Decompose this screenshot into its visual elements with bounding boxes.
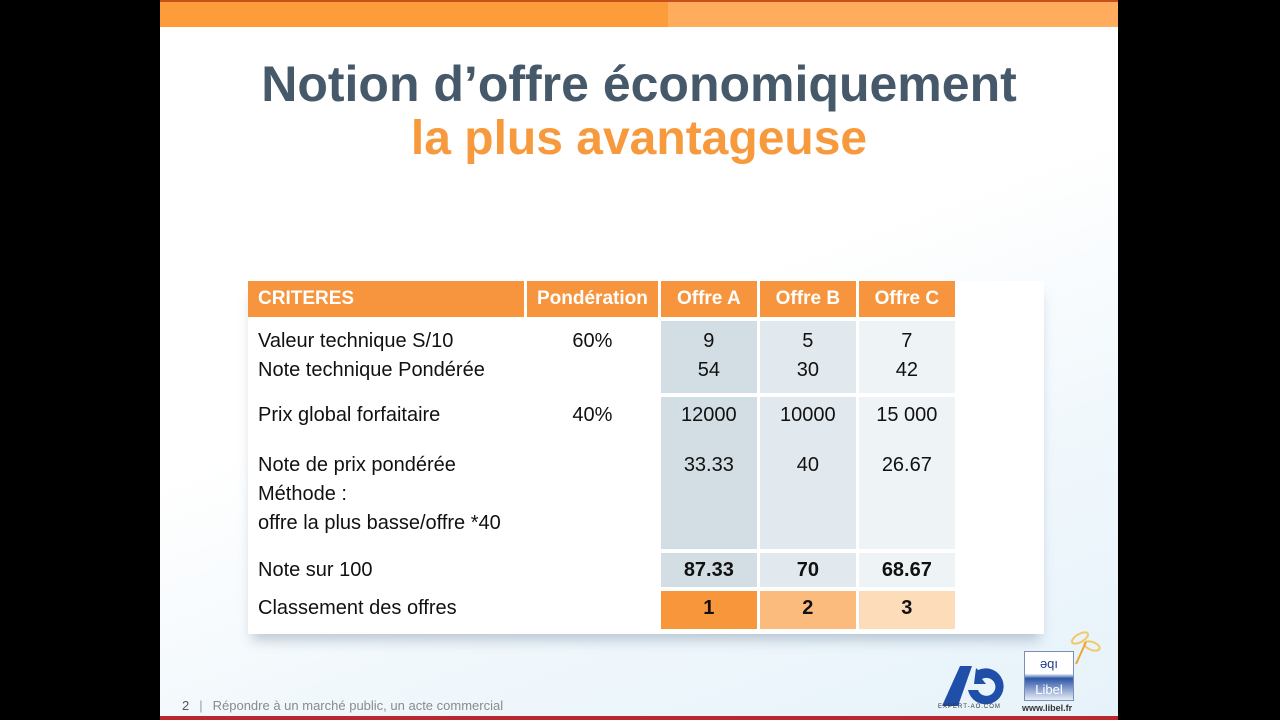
cell-offre-c: 7 42: [858, 321, 955, 393]
top-accent-bar: [160, 0, 1118, 27]
row-label: Note sur 100: [258, 559, 373, 581]
row-weight: [527, 553, 658, 587]
value: 30: [796, 359, 819, 381]
footer-text: Répondre à un marché public, un acte com…: [212, 698, 504, 713]
table-header-row: CRITERES Pondération Offre A Offre B Off…: [248, 281, 955, 317]
row-weight: 40%: [572, 404, 613, 426]
cell-offre-a: 12000: [660, 397, 757, 451]
cell-offre-c: 26.67: [858, 451, 955, 549]
value: 42: [895, 359, 918, 381]
slide-title-line1: Notion d’offre économiquement: [261, 56, 1017, 112]
rank-offre-a: 1: [660, 591, 757, 629]
label-line: Note technique Pondérée: [258, 359, 485, 381]
value: 5: [802, 330, 814, 352]
header-criteres: CRITERES: [248, 281, 524, 317]
table-row-note-totale: Note sur 100 87.33 70 68.67: [248, 553, 955, 587]
cell-offre-b: 10000: [759, 397, 856, 451]
criteria-table: CRITERES Pondération Offre A Offre B Off…: [245, 281, 958, 629]
top-bar-segment-left: [160, 2, 668, 27]
table-row-note-prix: Note de prix pondérée Méthode : offre la…: [248, 451, 955, 549]
slide-title-line2: la plus avantageuse: [410, 112, 868, 165]
header-offre-c: Offre C: [858, 281, 955, 317]
row-weight: [527, 591, 658, 629]
dragonfly-icon: [1070, 631, 1101, 665]
cell-offre-a: 33.33: [660, 451, 757, 549]
header-offre-a: Offre A: [660, 281, 757, 317]
label-line: Valeur technique S/10: [258, 330, 454, 352]
libel-url: www.libel.fr: [1022, 703, 1073, 713]
expert-ao-text: EXPERT-AO.COM: [938, 704, 1001, 710]
table-row-technique: Valeur technique S/10 Note technique Pon…: [248, 321, 955, 393]
value: 7: [901, 330, 913, 352]
cell-offre-b: 5 30: [759, 321, 856, 393]
value: 54: [697, 359, 720, 381]
cell-offre-b: 70: [759, 553, 856, 587]
cell-offre-b: 40: [759, 451, 856, 549]
libel-logo-bottom: Libel: [1035, 682, 1063, 697]
slide-footer: 2 | Répondre à un marché public, un acte c…: [182, 698, 503, 713]
cell-offre-a: 87.33: [660, 553, 757, 587]
cell-offre-c: 15 000: [858, 397, 955, 451]
label-line: Méthode :: [258, 483, 347, 505]
expert-ao-logo-icon: [942, 666, 1004, 706]
criteria-table-container: CRITERES Pondération Offre A Offre B Off…: [248, 281, 1044, 634]
label-line: Note de prix pondérée: [258, 454, 456, 476]
cell-offre-c: 68.67: [858, 553, 955, 587]
libel-logo-top: ǝqı: [1039, 656, 1059, 671]
row-label: Classement des offres: [258, 597, 457, 619]
table-row-classement: Classement des offres 1 2 3: [248, 591, 955, 629]
label-line: offre la plus basse/offre *40: [258, 512, 501, 534]
cell-offre-a: 9 54: [660, 321, 757, 393]
header-ponderation: Pondération: [527, 281, 658, 317]
row-weight: 60%: [572, 330, 613, 352]
libel-logo-icon: ǝqı Libel: [1024, 651, 1074, 701]
table-row-prix: Prix global forfaitaire 40% 12000 10000 …: [248, 397, 955, 451]
rank-offre-b: 2: [759, 591, 856, 629]
value: 9: [703, 330, 715, 352]
row-label: Prix global forfaitaire: [258, 404, 441, 426]
row-weight: [527, 451, 658, 549]
bottom-accent-line: [160, 716, 1118, 720]
slide: Notion d’offre économiquement la plus av…: [160, 0, 1118, 720]
header-offre-b: Offre B: [759, 281, 856, 317]
row-label: Note de prix pondérée Méthode : offre la…: [248, 451, 524, 549]
footer-separator: |: [199, 698, 203, 713]
page-number: 2: [182, 698, 190, 713]
row-label: Valeur technique S/10 Note technique Pon…: [248, 321, 524, 393]
rank-offre-c: 3: [858, 591, 955, 629]
top-bar-segment-right: [668, 2, 1118, 27]
